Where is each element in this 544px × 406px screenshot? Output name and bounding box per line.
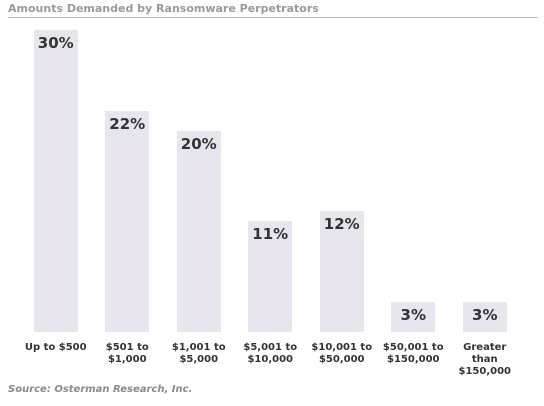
value-label: 3% [472, 305, 498, 324]
bar [462, 301, 507, 332]
x-tick-label: Up to $500 [24, 342, 87, 353]
bar [391, 301, 436, 332]
value-label: 30% [37, 34, 74, 52]
x-tick-label: Greater than $150,000 [458, 342, 511, 377]
x-tick-label: $1,001 to $5,000 [171, 342, 226, 365]
x-tick-label: $501 to $1,000 [105, 342, 149, 365]
x-tick-label: $5,001 to $10,000 [243, 342, 298, 365]
value-label: 22% [109, 114, 146, 133]
bar [248, 221, 293, 332]
value-label: 20% [180, 134, 217, 153]
title-rule [8, 17, 538, 18]
value-label: 3% [400, 305, 426, 324]
value-label: 11% [252, 225, 289, 244]
x-tick-label: $50,001 to $150,000 [382, 342, 444, 365]
bar [176, 130, 221, 332]
x-tick-label: $10,001 to $50,000 [311, 342, 373, 365]
bar [319, 211, 364, 332]
bar [33, 30, 78, 332]
bar [105, 110, 150, 332]
chart-title: Amounts Demanded by Ransomware Perpetrat… [8, 2, 319, 15]
value-label: 12% [323, 215, 360, 234]
source-note: Source: Osterman Research, Inc. [8, 384, 193, 395]
